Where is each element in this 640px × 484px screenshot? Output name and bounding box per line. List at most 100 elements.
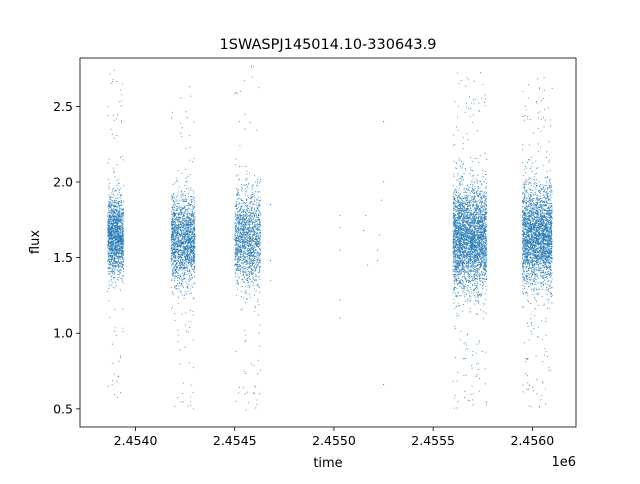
data-point: [242, 248, 244, 250]
data-point: [178, 212, 180, 214]
data-point: [249, 252, 251, 254]
data-point: [170, 287, 172, 289]
data-point: [173, 214, 176, 216]
data-point: [235, 227, 237, 229]
data-point: [238, 269, 240, 271]
data-point: [174, 228, 176, 230]
data-point: [190, 226, 192, 228]
data-point: [259, 267, 261, 269]
data-point: [246, 221, 248, 223]
data-point: [250, 207, 253, 209]
data-point: [121, 216, 123, 218]
data-point: [175, 257, 177, 259]
data-point: [112, 78, 114, 80]
data-point: [171, 235, 173, 237]
data-point: [255, 249, 257, 252]
data-point: [235, 204, 238, 206]
data-point: [242, 212, 244, 214]
data-point: [180, 195, 182, 197]
data-point: [176, 200, 178, 202]
data-point: [244, 113, 246, 115]
data-point: [459, 261, 461, 263]
data-point: [248, 219, 250, 222]
data-point: [245, 242, 247, 244]
data-point: [182, 286, 185, 288]
data-point: [259, 259, 261, 261]
data-point: [178, 264, 180, 267]
data-point: [180, 230, 182, 232]
data-point: [186, 213, 188, 215]
data-point: [114, 287, 116, 289]
data-point: [179, 282, 181, 284]
data-point: [185, 312, 187, 314]
data-point: [235, 240, 237, 242]
data-point: [108, 268, 111, 270]
data-point: [111, 259, 113, 261]
data-point: [193, 213, 195, 215]
data-point: [248, 183, 250, 185]
data-point: [115, 253, 117, 255]
data-point: [256, 211, 258, 213]
data-point: [250, 243, 252, 245]
data-point: [256, 253, 258, 255]
data-point: [183, 231, 185, 233]
data-point: [183, 277, 185, 279]
data-point: [259, 197, 261, 199]
data-point: [110, 248, 112, 250]
data-point: [174, 209, 176, 211]
data-point: [247, 271, 249, 273]
data-point: [245, 254, 247, 256]
data-point: [171, 218, 173, 220]
data-point: [120, 247, 122, 249]
data-point: [249, 249, 251, 251]
data-point: [185, 248, 188, 250]
data-point: [180, 246, 182, 248]
data-point: [171, 272, 173, 274]
data-point: [117, 265, 119, 267]
data-point: [235, 235, 237, 237]
data-point: [246, 274, 248, 276]
data-point: [116, 188, 118, 190]
data-point: [114, 330, 116, 332]
data-point: [235, 158, 237, 160]
data-point: [109, 210, 111, 212]
data-point: [247, 227, 249, 229]
data-point: [191, 276, 193, 278]
data-point: [183, 238, 185, 240]
data-point: [250, 254, 252, 256]
data-point: [171, 270, 174, 273]
data-point: [191, 161, 194, 163]
data-point: [257, 314, 259, 316]
data-point: [252, 238, 254, 240]
data-point: [112, 246, 114, 248]
data-point: [251, 246, 253, 249]
data-point: [177, 239, 179, 242]
data-point: [179, 266, 181, 268]
data-point: [252, 187, 254, 189]
data-point: [117, 220, 120, 222]
data-point: [181, 250, 183, 252]
data-point: [188, 223, 190, 225]
data-point: [109, 209, 111, 211]
data-point: [259, 214, 261, 217]
data-point: [179, 268, 181, 270]
data-point: [180, 216, 182, 218]
data-point: [239, 239, 241, 241]
data-point: [173, 223, 175, 225]
data-point: [254, 225, 256, 228]
data-point: [112, 80, 114, 83]
data-point: [181, 199, 183, 201]
data-point: [452, 193, 455, 195]
data-point: [108, 244, 110, 247]
data-point: [184, 253, 186, 255]
data-point: [170, 279, 173, 282]
data-point: [244, 179, 247, 181]
data-point: [189, 214, 191, 216]
data-point: [120, 270, 122, 272]
data-point: [241, 260, 243, 262]
data-point: [113, 232, 116, 234]
data-point: [188, 207, 190, 209]
data-point: [180, 249, 182, 251]
data-point: [116, 221, 118, 223]
data-point: [188, 250, 190, 253]
